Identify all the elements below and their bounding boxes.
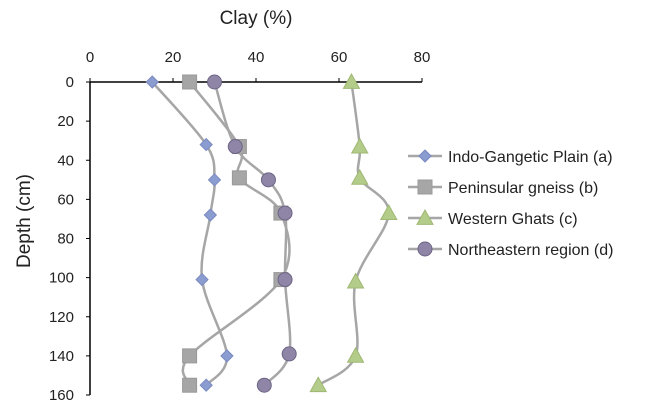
legend-item: Northeastern region (d) (408, 241, 613, 259)
data-point (350, 168, 369, 185)
series-line (181, 81, 291, 386)
data-point (281, 346, 297, 362)
legend-label: Peninsular gneiss (b) (448, 180, 598, 197)
data-point (207, 173, 222, 187)
legend-swatch-marker (416, 208, 434, 225)
data-point (182, 348, 198, 364)
data-point (256, 377, 272, 393)
y-tick-label: 160 (49, 387, 74, 403)
data-point (231, 170, 247, 186)
data-point (379, 204, 398, 220)
data-point (207, 74, 222, 90)
data-point (227, 139, 243, 155)
legend-label: Northeastern region (d) (448, 242, 613, 259)
x-tick-label: 80 (414, 49, 431, 66)
series-line (317, 81, 391, 387)
legend-swatch-marker (417, 179, 433, 195)
legend-item: Peninsular gneiss (b) (408, 179, 598, 197)
series-line (151, 81, 229, 387)
data-point (203, 208, 218, 222)
x-tick-label: 20 (165, 49, 182, 66)
x-axis-title: Clay (%) (220, 8, 293, 29)
y-tick-label: 140 (49, 348, 74, 365)
y-tick-label: 20 (57, 113, 74, 130)
y-tick-label: 60 (57, 191, 74, 208)
data-point (277, 205, 293, 221)
series-3 (309, 72, 398, 393)
legend-item: Indo-Gangetic Plain (a) (408, 149, 613, 166)
legend-label: Indo-Gangetic Plain (a) (448, 149, 613, 166)
data-point (199, 137, 213, 152)
data-point (199, 378, 213, 392)
series-4 (207, 74, 297, 393)
legend-swatch-marker (417, 241, 433, 257)
data-point (309, 376, 328, 393)
axes (86, 78, 423, 396)
y-tick-labels: 0 20 40 60 80 100 120 140 160 (49, 74, 74, 403)
data-point (220, 349, 234, 363)
data-point (182, 377, 198, 393)
data-point (145, 75, 159, 89)
y-axis-title: Depth (cm) (14, 174, 35, 268)
legend-label: Western Ghats (c) (448, 211, 578, 228)
x-tick-labels: 0 20 40 60 80 (86, 49, 431, 66)
x-tick-label: 40 (248, 49, 265, 66)
series-layer (145, 72, 398, 393)
legend-item: Western Ghats (c) (408, 208, 578, 228)
x-tick-label: 60 (331, 49, 348, 66)
data-point (342, 72, 361, 89)
series-1 (145, 75, 234, 392)
y-tick-label: 0 (66, 74, 74, 91)
data-point (346, 346, 365, 363)
data-point (277, 272, 293, 288)
x-tick-label: 0 (86, 49, 94, 66)
y-tick-label: 40 (57, 152, 74, 169)
legend: Indo-Gangetic Plain (a) Peninsular gneiss… (408, 149, 613, 259)
y-tick-label: 80 (57, 231, 74, 248)
data-point (195, 272, 209, 287)
y-tick-label: 120 (49, 309, 74, 326)
series-2 (181, 74, 291, 393)
legend-swatch-marker (418, 149, 432, 163)
data-point (346, 272, 365, 289)
data-point (260, 172, 276, 188)
data-point (182, 74, 198, 90)
y-tick-label: 100 (49, 270, 74, 287)
data-point (350, 137, 369, 154)
